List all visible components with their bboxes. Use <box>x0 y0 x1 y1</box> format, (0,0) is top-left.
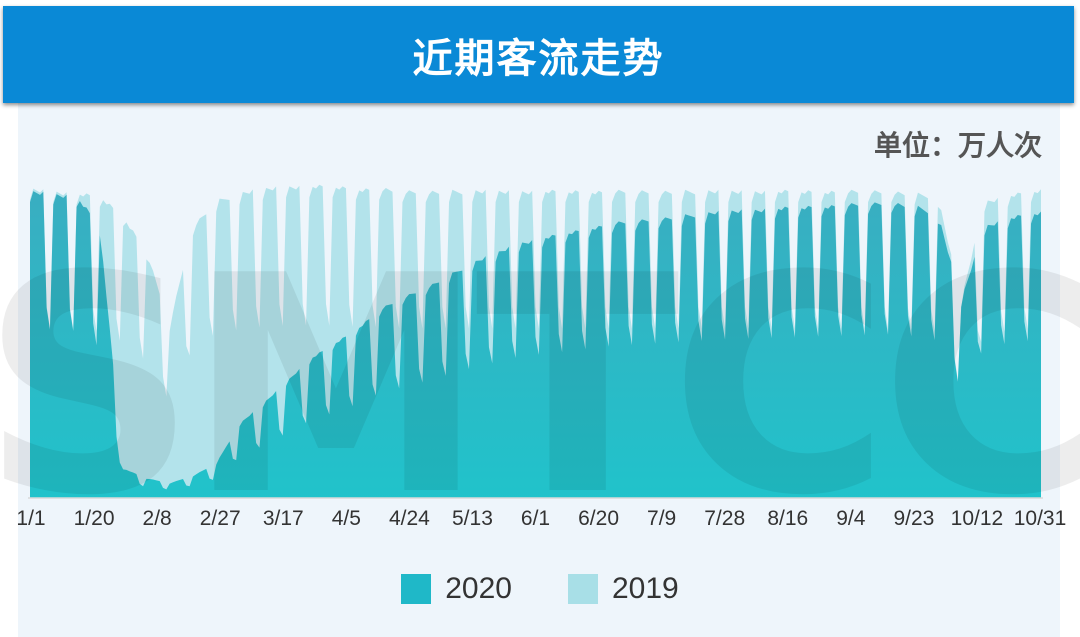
x-tick-label: 7/28 <box>704 507 745 530</box>
x-tick-label: 3/17 <box>263 507 304 530</box>
x-tick-label: 8/16 <box>767 507 808 530</box>
x-tick-label: 9/4 <box>836 507 866 530</box>
x-tick-label: 1/1 <box>16 507 45 530</box>
legend-item-2020[interactable]: 2020 <box>401 572 512 606</box>
x-tick-label: 6/20 <box>578 507 619 530</box>
x-tick-label: 6/1 <box>521 507 550 530</box>
legend-label-2019: 2019 <box>612 572 679 605</box>
x-tick-label: 10/12 <box>951 507 1004 530</box>
title-banner: 近期客流走势 <box>3 6 1074 103</box>
unit-label: 单位：万人次 <box>873 129 1042 162</box>
x-tick-label: 2/27 <box>200 507 241 530</box>
watermark-text: SMTCC <box>0 212 1080 561</box>
x-tick-label: 7/9 <box>647 507 676 530</box>
x-tick-label: 4/24 <box>389 507 430 530</box>
x-tick-label: 4/5 <box>332 507 361 530</box>
legend: 2020 2019 <box>0 572 1080 606</box>
legend-swatch-2019 <box>568 574 598 604</box>
x-tick-label: 1/20 <box>74 507 115 530</box>
x-tick-label: 10/31 <box>1014 507 1067 530</box>
legend-swatch-2020 <box>401 574 432 604</box>
x-tick-label: 9/23 <box>893 507 934 530</box>
legend-label-2020: 2020 <box>445 572 512 605</box>
page-title: 近期客流走势 <box>412 35 665 82</box>
legend-item-2019[interactable]: 2019 <box>568 572 679 606</box>
x-tick-label: 2/8 <box>143 507 172 530</box>
series-2020-area <box>30 191 1041 498</box>
x-tick-label: 5/13 <box>452 507 493 530</box>
